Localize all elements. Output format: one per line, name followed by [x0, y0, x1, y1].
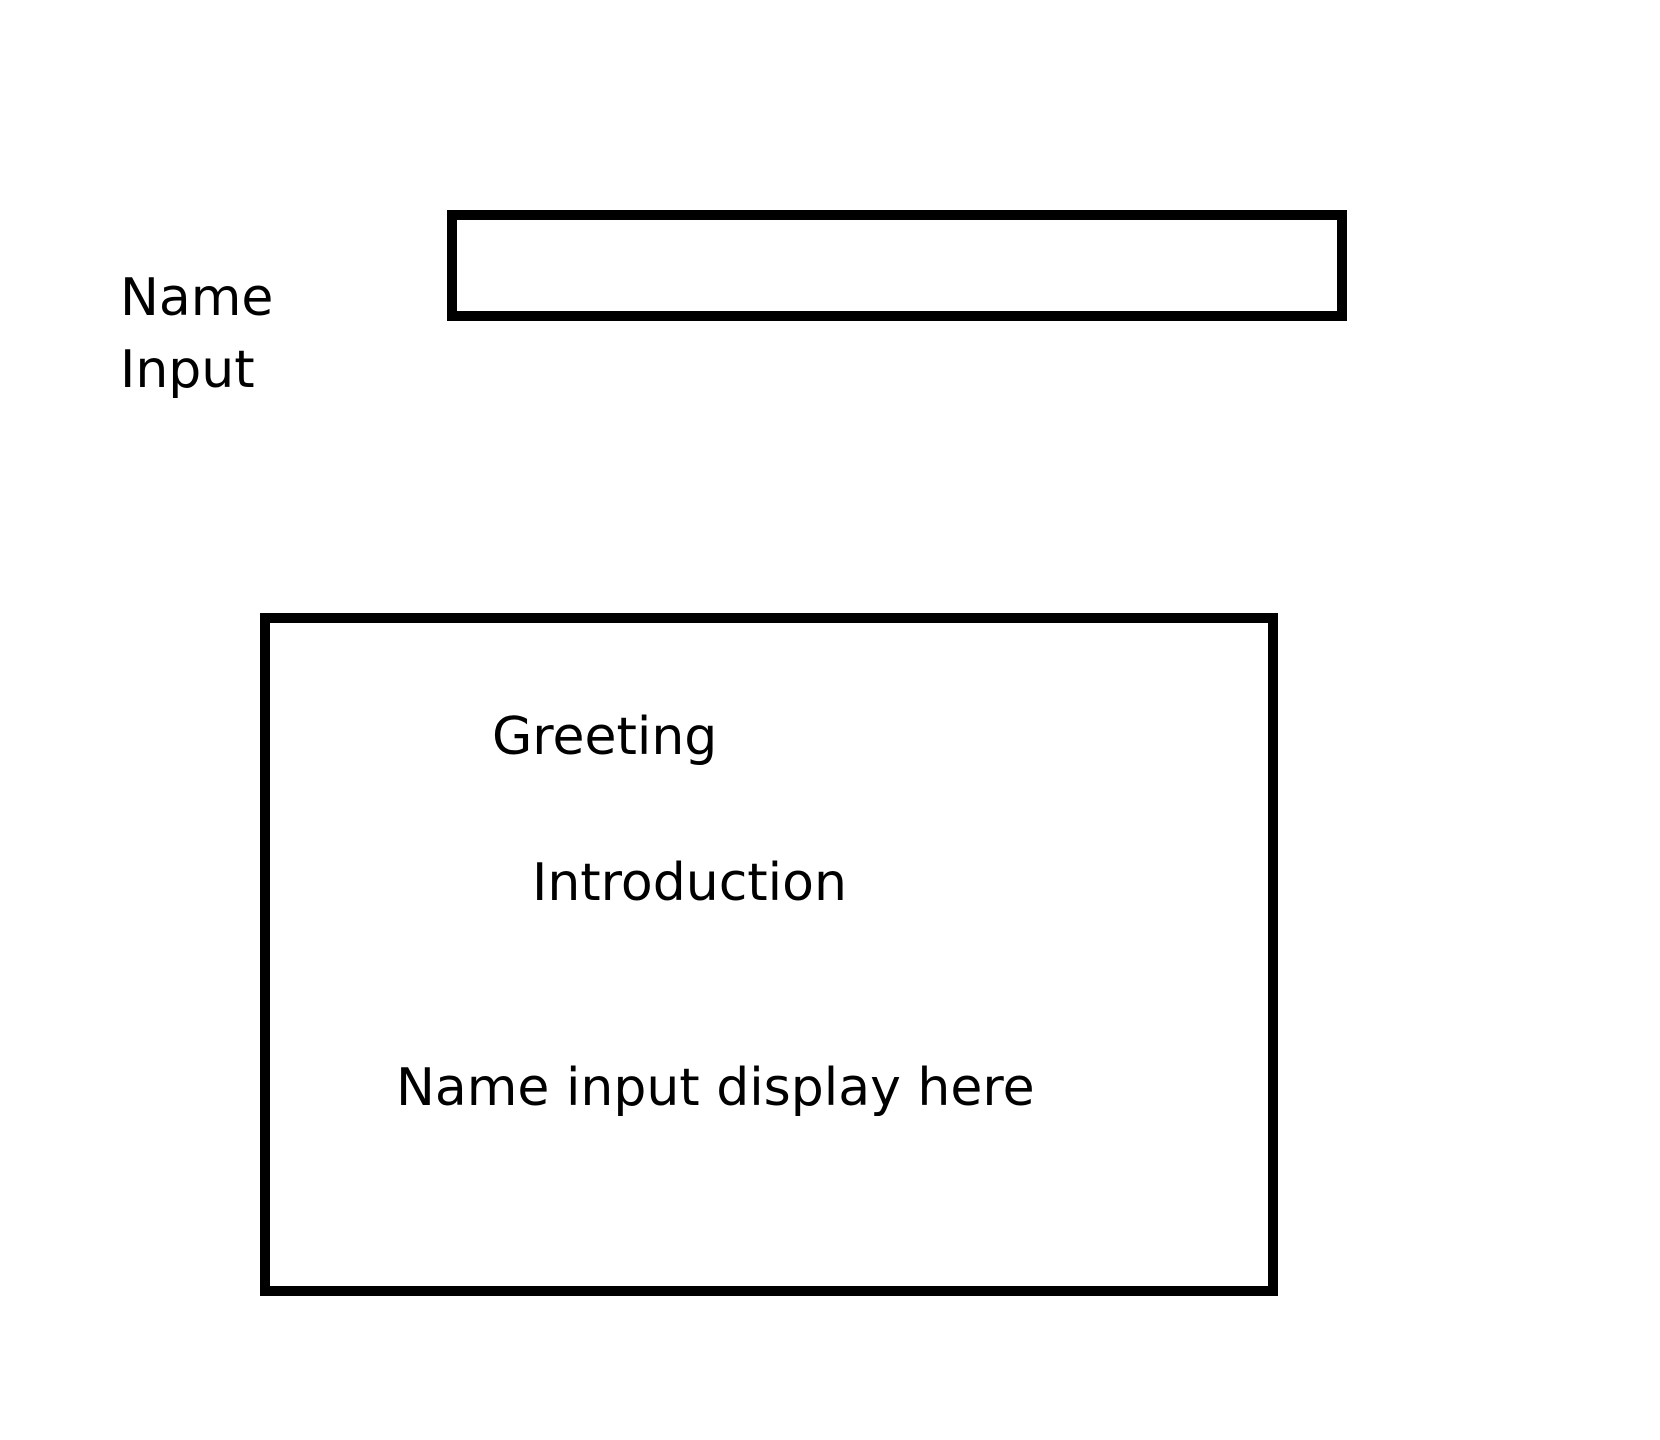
- name-label-line-2: Input: [120, 340, 255, 400]
- introduction-text: Introduction: [532, 853, 847, 913]
- name-input-label: Name Input: [120, 262, 320, 406]
- name-display-text: Name input display here: [396, 1058, 1035, 1118]
- name-input-field[interactable]: [447, 210, 1347, 321]
- greeting-text: Greeting: [492, 707, 718, 767]
- name-label-line-1: Name: [120, 268, 274, 328]
- greeting-card: Greeting Introduction Name input display…: [260, 613, 1278, 1296]
